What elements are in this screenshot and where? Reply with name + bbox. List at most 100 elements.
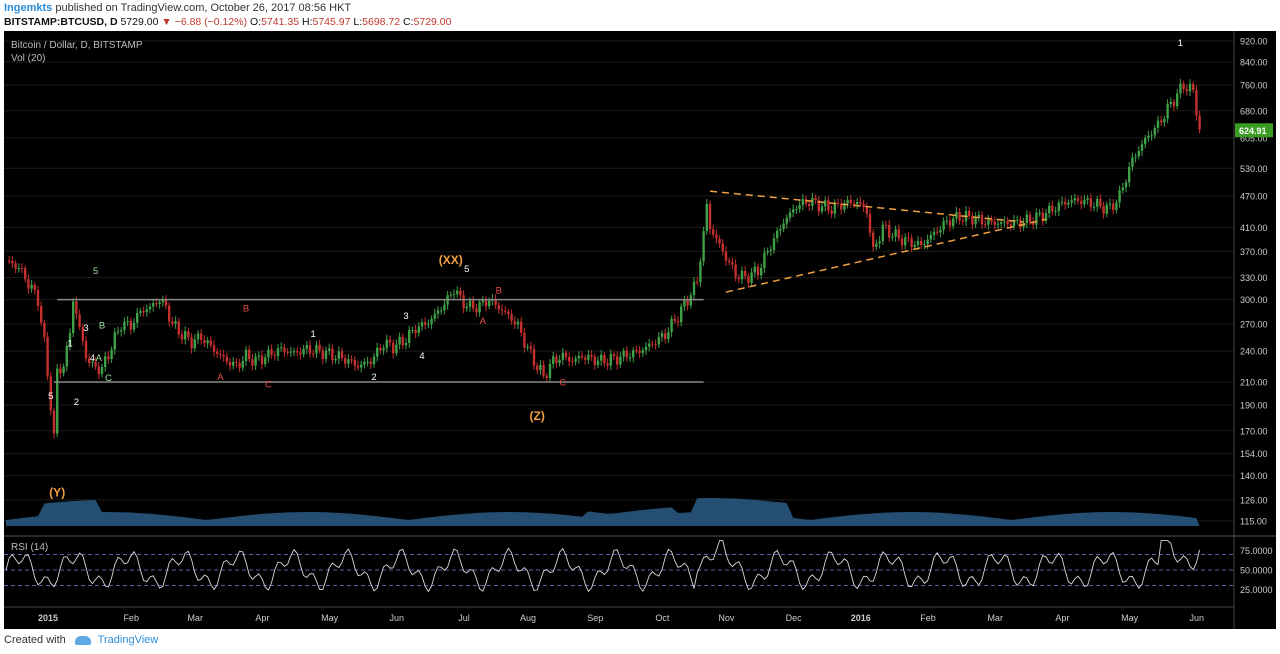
candle-body (65, 346, 68, 367)
candle-body (996, 223, 1000, 225)
candle-body (1080, 200, 1083, 205)
candle-body (1169, 101, 1172, 105)
candle-body (49, 376, 52, 411)
candle-body (715, 234, 718, 239)
candle-body (1073, 198, 1076, 201)
time-tick-label: May (1121, 613, 1139, 623)
open-label: O: (250, 16, 262, 28)
time-tick-label: May (321, 613, 339, 623)
volume-area (6, 498, 1200, 526)
time-tick-label: Dec (786, 613, 803, 623)
candle-body (913, 244, 916, 248)
candle-body (331, 348, 334, 361)
candle-body (558, 359, 561, 364)
candle-body (644, 346, 648, 351)
tradingview-link[interactable]: TradingView (97, 634, 159, 646)
candle-body (667, 331, 670, 340)
candle-body (974, 217, 977, 225)
candle-body (241, 360, 244, 368)
time-tick-label: Apr (1055, 613, 1069, 623)
candle-body (804, 199, 808, 204)
candle-body (8, 260, 11, 262)
candle-body (289, 351, 292, 353)
publisher-link[interactable]: Ingemkts (4, 2, 53, 14)
candle-body (248, 349, 251, 360)
time-tick-label: Sep (587, 613, 603, 623)
candle-body (270, 349, 273, 356)
candle-body (862, 203, 865, 207)
candle-body (123, 321, 126, 331)
candle-body (500, 309, 504, 311)
candle-body (388, 339, 392, 343)
candle-body (878, 241, 881, 244)
candle-body (1188, 83, 1192, 92)
candle-body (571, 361, 574, 363)
candle-body (904, 237, 907, 246)
candle-body (414, 329, 417, 334)
candle-body (481, 300, 484, 303)
candle-body (1041, 212, 1044, 221)
price-tick-label: 330.00 (1240, 273, 1268, 283)
candle-body (910, 238, 913, 248)
candle-body (692, 281, 696, 296)
time-tick-label: 2016 (851, 613, 871, 623)
candle-body (516, 321, 520, 325)
candle-body (1067, 202, 1070, 205)
candle-body (1006, 221, 1009, 225)
price-tick-label: 605.00 (1240, 133, 1268, 143)
candle-body (43, 322, 46, 337)
time-tick-label: Jun (390, 613, 405, 623)
candle-body (126, 320, 129, 322)
candle-body (756, 266, 760, 276)
candle-body (891, 236, 894, 238)
candle-body (632, 350, 635, 358)
candle-body (779, 229, 782, 231)
candle-body (702, 231, 705, 262)
candle-body (1051, 205, 1054, 212)
candle-body (980, 214, 984, 225)
candle-body (302, 348, 305, 355)
wave-label: A (480, 316, 487, 327)
candle-body (827, 200, 830, 211)
candle-body (814, 197, 817, 201)
candle-body (872, 232, 875, 247)
wave-label: A (96, 353, 103, 364)
candle-body (990, 219, 993, 222)
price-tick-label: 154.00 (1240, 449, 1268, 459)
candle-body (478, 302, 481, 313)
candle-body (705, 203, 708, 232)
candle-body (52, 410, 56, 434)
candle-body (20, 268, 24, 270)
candle-body (430, 318, 433, 324)
candle-body (257, 355, 260, 357)
candle-body (68, 333, 72, 347)
candle-body (468, 300, 472, 307)
candle-body (11, 260, 14, 264)
candle-body (488, 300, 491, 307)
candle-body (1198, 115, 1201, 130)
price-tick-label: 840.00 (1240, 57, 1268, 67)
candle-body (574, 358, 577, 362)
candle-body (548, 363, 552, 378)
candle-body (347, 359, 350, 364)
candle-body (312, 353, 315, 355)
candle-body (897, 229, 900, 239)
wave-label: (XX) (439, 253, 463, 267)
candle-body (251, 359, 254, 366)
rsi-label: RSI (14) (11, 542, 48, 553)
candle-body (590, 354, 593, 357)
candle-body (78, 314, 81, 327)
rsi-line (5, 540, 1201, 593)
candle-body (568, 357, 571, 362)
candle-body (142, 311, 145, 313)
candle-body (1128, 166, 1131, 183)
candle-body (190, 337, 193, 349)
candle-body (398, 336, 401, 345)
candle-body (958, 211, 961, 221)
wave-label: (Z) (530, 409, 545, 423)
wave-label: 5 (464, 264, 469, 275)
candle-body (932, 231, 936, 236)
candle-body (180, 334, 184, 340)
low-label: L: (353, 16, 363, 28)
